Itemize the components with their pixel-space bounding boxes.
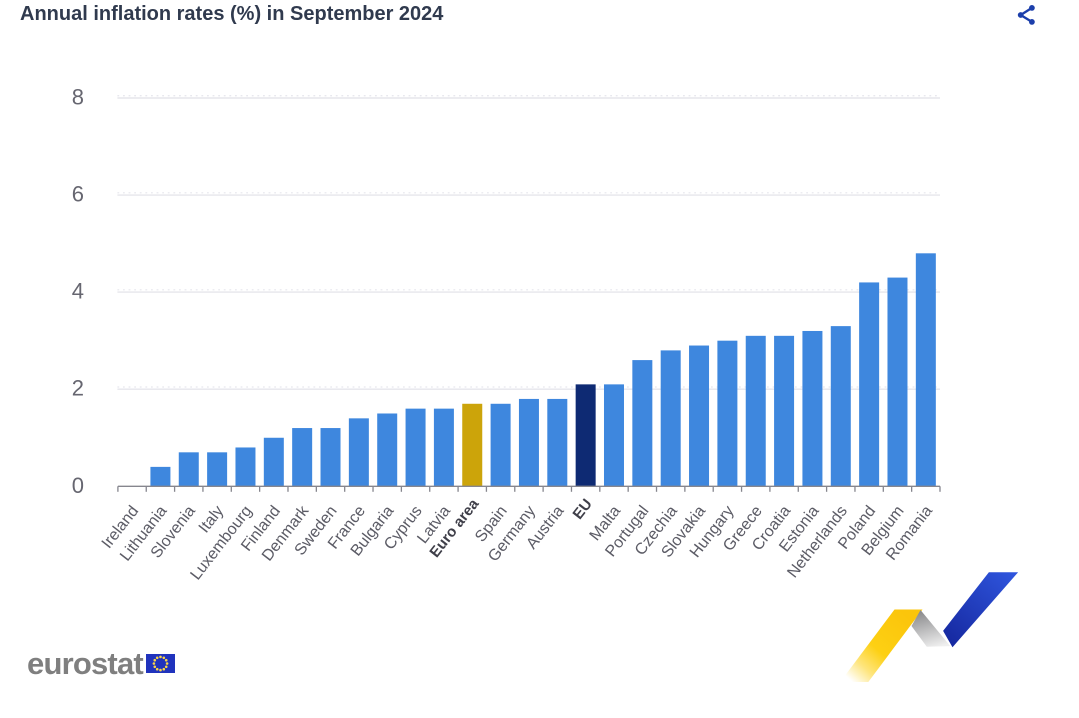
svg-text:4: 4	[72, 279, 84, 304]
svg-text:0: 0	[72, 473, 84, 498]
svg-text:2: 2	[72, 376, 84, 401]
svg-text:EU: EU	[570, 496, 596, 523]
svg-text:6: 6	[72, 182, 84, 207]
svg-text:8: 8	[72, 85, 84, 110]
